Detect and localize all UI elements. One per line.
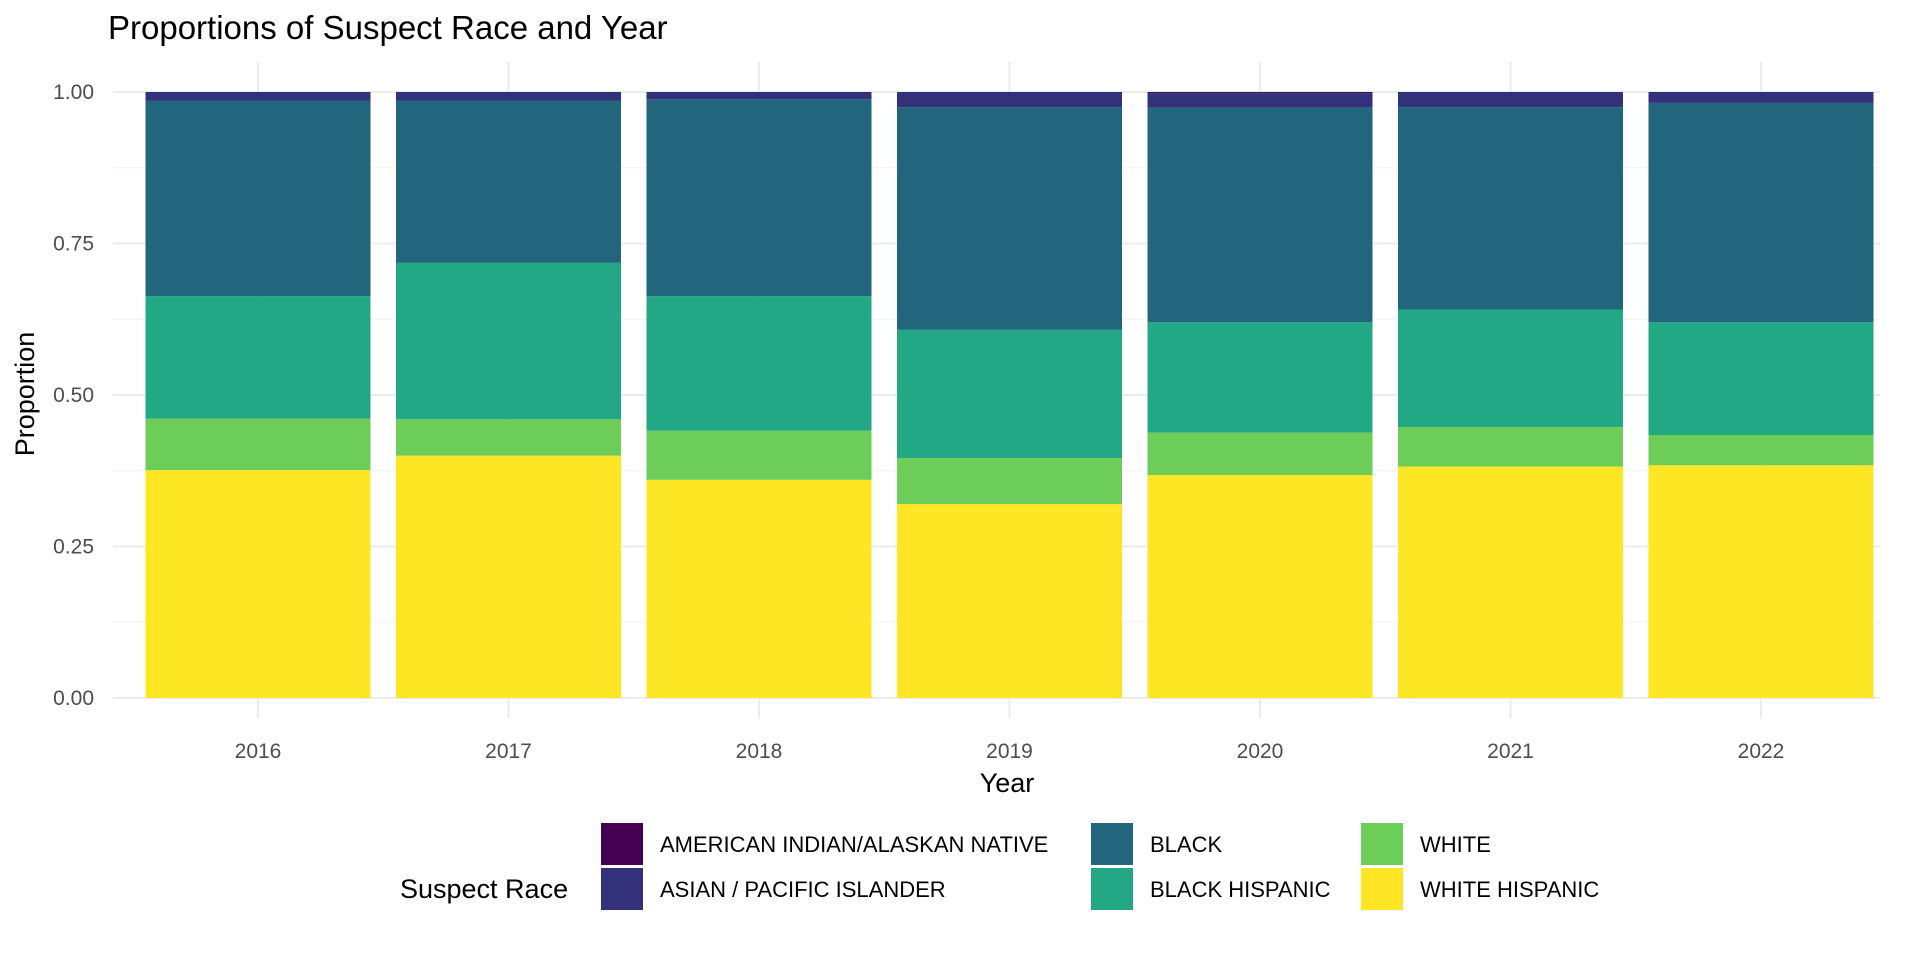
- x-tick-label: 2018: [736, 740, 783, 763]
- legend-label: WHITE HISPANIC: [1420, 877, 1599, 902]
- legend-swatch: [601, 868, 643, 910]
- bar-segment-2020-white-hispanic: [1147, 474, 1373, 698]
- legend-item: ASIAN / PACIFIC ISLANDER: [601, 868, 946, 910]
- bar-segment-2019-asian-pacific-islander: [897, 92, 1122, 108]
- bar-segment-2022-black: [1648, 102, 1874, 323]
- bar-segment-2020-black: [1147, 107, 1373, 323]
- legend-item: WHITE HISPANIC: [1361, 868, 1599, 910]
- legend-label: AMERICAN INDIAN/ALASKAN NATIVE: [660, 832, 1048, 857]
- bar-segment-2020-asian-pacific-islander: [1147, 93, 1373, 108]
- bar-segment-2020-white: [1147, 432, 1373, 475]
- legend-label: ASIAN / PACIFIC ISLANDER: [660, 877, 946, 902]
- legend-title: Suspect Race: [400, 874, 568, 904]
- bar-stack-2017: [396, 92, 621, 698]
- legend-swatch: [1361, 868, 1403, 910]
- legend: Suspect Race AMERICAN INDIAN/ALASKAN NAT…: [400, 823, 1599, 910]
- x-axis: 2016 2017 2018 2019 2020 2021 2022: [235, 740, 1785, 763]
- chart-title: Proportions of Suspect Race and Year: [108, 9, 668, 46]
- bar-segment-2017-black-hispanic: [396, 262, 621, 420]
- bar-segment-2018-white-hispanic: [646, 479, 872, 698]
- bar-stack-2020: [1147, 92, 1373, 698]
- bar-segment-2016-black-hispanic: [145, 296, 371, 419]
- x-tick-label: 2017: [485, 740, 532, 763]
- bar-segment-2016-white-hispanic: [145, 470, 371, 698]
- bar-segment-2019-black: [897, 107, 1122, 330]
- bar-segment-2021-white: [1398, 427, 1623, 467]
- y-axis: 0.00 0.25 0.50 0.75 1.00: [53, 81, 94, 710]
- y-tick-label: 0.75: [53, 233, 94, 256]
- bar-segment-2017-asian-pacific-islander: [396, 92, 621, 101]
- bar-segment-2016-asian-pacific-islander: [145, 92, 371, 101]
- legend-swatch: [1361, 823, 1403, 865]
- bar-segment-2021-black-hispanic: [1398, 309, 1623, 428]
- bar-segment-2018-black-hispanic: [646, 296, 872, 431]
- bar-stack-2022: [1648, 92, 1874, 698]
- bar-segment-2022-white: [1648, 434, 1874, 466]
- bar-segment-2017-white: [396, 419, 621, 456]
- bar-segment-2017-white-hispanic: [396, 455, 621, 698]
- x-tick-label: 2022: [1738, 740, 1785, 763]
- x-tick-label: 2020: [1237, 740, 1284, 763]
- x-tick-label: 2019: [986, 740, 1033, 763]
- bar-segment-2021-white-hispanic: [1398, 466, 1623, 698]
- legend-label: WHITE: [1420, 832, 1491, 857]
- bar-segment-2019-white: [897, 458, 1122, 505]
- bar-segment-2020-black-hispanic: [1147, 322, 1373, 433]
- legend-label: BLACK: [1150, 832, 1222, 857]
- bar-segment-2018-black: [646, 99, 872, 297]
- x-tick-label: 2021: [1487, 740, 1534, 763]
- bar-segment-2020-american-indian-alaskan-native: [1147, 92, 1373, 94]
- legend-label: BLACK HISPANIC: [1150, 877, 1331, 902]
- x-axis-title: Year: [980, 768, 1035, 798]
- legend-item: AMERICAN INDIAN/ALASKAN NATIVE: [601, 823, 1048, 865]
- bar-stack-2018: [646, 92, 872, 698]
- y-tick-label: 0.25: [53, 536, 94, 559]
- bar-segment-2022-asian-pacific-islander: [1648, 92, 1874, 103]
- legend-item: BLACK: [1091, 823, 1222, 865]
- y-tick-label: 0.00: [53, 687, 94, 710]
- bar-segment-2016-black: [145, 100, 371, 297]
- x-tick-label: 2016: [235, 740, 282, 763]
- y-axis-title: Proportion: [10, 332, 40, 457]
- bar-stack-2016: [145, 92, 371, 698]
- bar-segment-2018-white: [646, 430, 872, 480]
- legend-swatch: [1091, 823, 1133, 865]
- bars: [145, 92, 1874, 698]
- bar-segment-2021-black: [1398, 107, 1623, 310]
- bar-stack-2019: [897, 92, 1122, 698]
- bar-segment-2021-asian-pacific-islander: [1398, 92, 1623, 108]
- bar-segment-2016-white: [145, 418, 371, 471]
- bar-segment-2019-black-hispanic: [897, 329, 1122, 459]
- legend-swatch: [1091, 868, 1133, 910]
- bar-segment-2022-white-hispanic: [1648, 465, 1874, 698]
- bar-segment-2017-black: [396, 100, 621, 263]
- legend-item: WHITE: [1361, 823, 1491, 865]
- y-tick-label: 0.50: [53, 384, 94, 407]
- bar-segment-2018-asian-pacific-islander: [646, 92, 872, 100]
- legend-item: BLACK HISPANIC: [1091, 868, 1331, 910]
- bar-segment-2022-black-hispanic: [1648, 322, 1874, 435]
- bar-segment-2019-white-hispanic: [897, 504, 1122, 698]
- y-tick-label: 1.00: [53, 81, 94, 104]
- legend-swatch: [601, 823, 643, 865]
- bar-stack-2021: [1398, 92, 1623, 698]
